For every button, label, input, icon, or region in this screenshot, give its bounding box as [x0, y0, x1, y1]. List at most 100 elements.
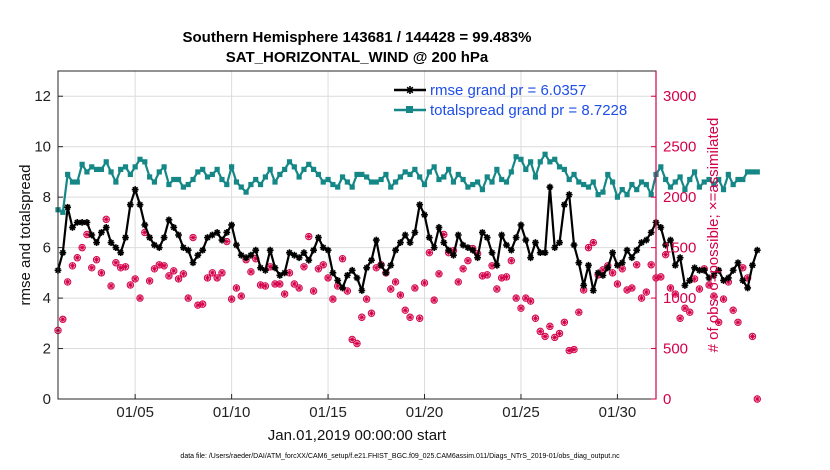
- obs-point: [92, 256, 101, 264]
- totalspread-point: [441, 174, 447, 180]
- obs-point: [208, 269, 217, 277]
- rmse-point: [609, 249, 616, 257]
- rmse-point: [720, 277, 727, 284]
- rmse-point: [189, 259, 197, 267]
- totalspread-point: [267, 166, 273, 172]
- obs-point: [237, 292, 245, 300]
- rmse-point: [749, 261, 756, 269]
- totalspread-point: [200, 166, 206, 172]
- totalspread-point: [60, 209, 66, 215]
- totalspread-point: [69, 179, 76, 185]
- rmse-point: [281, 269, 289, 277]
- obs-point: [633, 261, 641, 269]
- rmse-point: [204, 234, 211, 241]
- rmse-point: [300, 249, 308, 257]
- rmse-point: [252, 246, 260, 254]
- rmse-point: [223, 229, 231, 236]
- totalspread-point: [503, 179, 510, 185]
- obs-point: [686, 308, 694, 316]
- rmse-point: [734, 259, 742, 267]
- rmse-point: [522, 236, 530, 244]
- obs-point: [343, 287, 352, 295]
- totalspread-point: [209, 171, 215, 178]
- totalspread-point: [335, 184, 341, 190]
- rmse-point: [551, 244, 559, 252]
- obs-point: [570, 345, 578, 354]
- rmse-point: [560, 201, 568, 209]
- obs-point: [189, 233, 197, 242]
- totalspread-point: [306, 161, 312, 167]
- totalspread-point: [175, 176, 182, 183]
- obs-point: [589, 238, 598, 247]
- rmse-point: [271, 264, 279, 272]
- rmse-point: [585, 261, 592, 269]
- rmse-point: [638, 239, 645, 246]
- totalspread-point: [407, 171, 413, 178]
- obs-point: [642, 288, 651, 296]
- totalspread-point: [528, 159, 534, 165]
- rmse-point: [565, 191, 573, 199]
- rmse-point: [117, 249, 125, 257]
- chart-subtitle: SAT_HORIZONTAL_WIND @ 200 hPa: [226, 49, 489, 66]
- totalspread-point: [257, 181, 264, 188]
- totalspread-point: [614, 194, 621, 200]
- rmse-point: [575, 259, 583, 267]
- totalspread-point: [701, 179, 707, 185]
- x-axis: 01/05 01/10 01/15 01/20 01/25 01/30: [116, 394, 636, 421]
- y-axis-right-label: # of obs: o=possible; ×=assimilated: [705, 118, 722, 353]
- totalspread-point: [624, 192, 630, 198]
- obs-point: [507, 257, 516, 265]
- totalspread-point: [185, 181, 191, 188]
- totalspread-point: [103, 159, 109, 165]
- rmse-point: [266, 246, 274, 254]
- totalspread-point: [243, 189, 249, 195]
- rmse-point: [406, 239, 414, 246]
- totalspread-point: [672, 179, 678, 185]
- totalspread-point: [667, 184, 674, 190]
- totalspread-point: [142, 159, 148, 165]
- obs-point: [623, 286, 631, 294]
- totalspread-point: [359, 171, 365, 178]
- rmse-point: [218, 236, 226, 244]
- obs-point: [218, 269, 226, 277]
- obs-point: [536, 327, 544, 336]
- rmse-point: [686, 277, 694, 284]
- totalspread-point: [151, 179, 158, 185]
- totalspread-point: [585, 184, 592, 190]
- legend-rmse-label: rmse grand pr = 6.0357: [430, 82, 586, 99]
- rmse-point: [194, 251, 202, 259]
- totalspread-point: [156, 169, 162, 175]
- obs-point: [170, 267, 178, 275]
- rmse-point: [729, 266, 737, 274]
- rmse-point: [657, 224, 665, 231]
- totalspread-point: [127, 171, 133, 178]
- rmse-point: [618, 259, 626, 267]
- obs-point: [309, 287, 318, 295]
- obs-point: [734, 318, 742, 326]
- obs-point: [584, 243, 593, 252]
- obs-point: [396, 291, 405, 299]
- rmse-point: [98, 229, 105, 236]
- rmse-point: [512, 234, 520, 241]
- rmse-point: [696, 266, 703, 274]
- obs-point: [753, 395, 761, 403]
- totalspread-point: [663, 176, 669, 183]
- y-tick-label: 10: [34, 139, 51, 156]
- obs-point: [102, 215, 110, 224]
- obs-point: [415, 314, 424, 322]
- obs-point: [714, 318, 723, 326]
- totalspread-point: [619, 186, 625, 193]
- totalspread-point: [238, 184, 244, 190]
- obs-point: [73, 254, 81, 262]
- totalspread-point: [171, 176, 177, 183]
- totalspread-point: [523, 166, 529, 172]
- x-tick-label: 01/25: [502, 404, 540, 421]
- obs-point: [729, 306, 737, 314]
- rmse-point: [343, 271, 351, 279]
- rmse-point: [478, 229, 486, 236]
- rmse-point: [363, 264, 371, 272]
- rmse-point: [319, 244, 327, 252]
- totalspread-point: [706, 176, 712, 183]
- obs-point: [324, 274, 332, 282]
